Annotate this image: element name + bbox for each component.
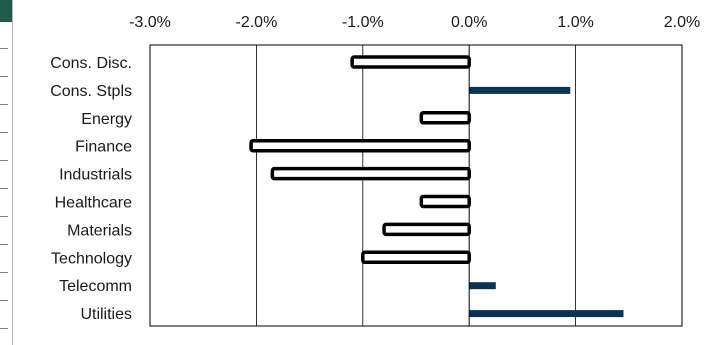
bar xyxy=(469,310,624,318)
bar xyxy=(469,282,496,290)
x-tick-label: -1.0% xyxy=(342,14,384,31)
edge-tick xyxy=(0,104,8,105)
category-label: Finance xyxy=(75,139,132,156)
category-label: Healthcare xyxy=(55,195,132,212)
plot-border xyxy=(149,44,683,327)
edge-tick xyxy=(0,272,8,273)
left-edge-strip xyxy=(0,0,13,345)
bar xyxy=(249,138,471,153)
edge-tick xyxy=(0,132,8,133)
category-label: Technology xyxy=(51,250,132,267)
x-tick-label: 2.0% xyxy=(664,14,700,31)
edge-tick xyxy=(0,188,8,189)
category-labels: Cons. Disc. Cons. Stpls Energy Finance Indus… xyxy=(50,55,132,323)
edge-tick xyxy=(0,76,8,77)
bar xyxy=(419,194,471,209)
x-tick-label: -2.0% xyxy=(236,14,278,31)
bar xyxy=(361,250,471,265)
category-label: Materials xyxy=(67,222,132,239)
category-label: Cons. Disc. xyxy=(50,55,132,72)
x-tick-label: 0.0% xyxy=(451,14,487,31)
x-tick-label: 1.0% xyxy=(557,14,593,31)
edge-tick xyxy=(0,160,8,161)
bar xyxy=(382,222,471,237)
bar xyxy=(419,111,471,125)
category-label: Utilities xyxy=(80,306,132,323)
x-tick-labels: -3.0% -2.0% -1.0% 0.0% 1.0% 2.0% xyxy=(129,14,700,31)
edge-tick xyxy=(0,216,8,217)
category-label: Industrials xyxy=(59,167,132,184)
category-label: Cons. Stpls xyxy=(50,83,132,100)
x-tick-label: -3.0% xyxy=(129,14,171,31)
edge-tick xyxy=(0,300,8,301)
edge-tick xyxy=(0,244,8,245)
bar xyxy=(469,86,571,94)
edge-tick xyxy=(0,328,8,329)
category-label: Telecomm xyxy=(59,278,132,295)
bar xyxy=(270,166,471,181)
category-label: Energy xyxy=(81,111,132,128)
bar xyxy=(350,55,471,69)
edge-tick xyxy=(0,48,8,49)
left-edge-accent xyxy=(0,0,12,22)
bars xyxy=(249,55,624,318)
